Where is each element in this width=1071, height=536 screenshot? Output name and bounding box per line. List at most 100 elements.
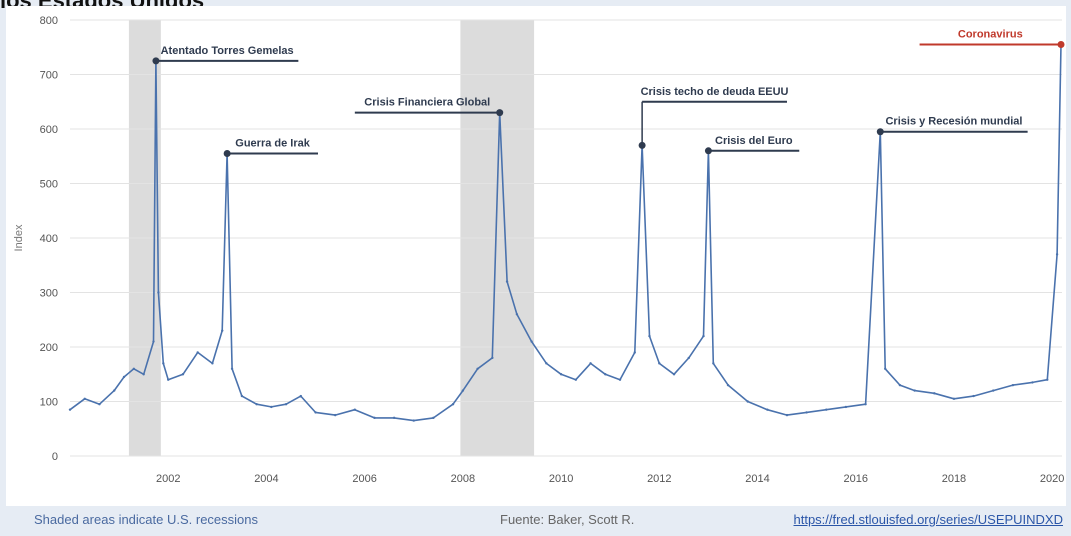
data-point [333, 413, 337, 417]
x-tick-label: 2020 [1040, 473, 1064, 485]
y-axis-label: Index [13, 224, 25, 251]
annotation-label: Crisis Financiera Global [364, 97, 490, 109]
data-point [1011, 383, 1015, 387]
data-point [284, 403, 288, 406]
data-point [181, 373, 185, 376]
source-link[interactable]: https://fred.stlouisfed.org/series/USEPU… [793, 512, 1064, 527]
data-point [1046, 378, 1049, 381]
annotation-marker [152, 57, 160, 65]
data-point [392, 416, 396, 420]
y-tick-label: 100 [40, 397, 58, 409]
recession-note: Shaded areas indicate U.S. recessions [34, 512, 259, 527]
data-point [658, 362, 661, 365]
data-point [589, 362, 592, 365]
data-point [726, 383, 730, 387]
data-point [505, 280, 509, 283]
data-point [864, 403, 867, 406]
data-point [255, 403, 258, 406]
data-point [933, 392, 936, 395]
data-point [712, 362, 715, 365]
data-point [98, 403, 101, 406]
data-point [167, 378, 170, 381]
data-point [353, 408, 357, 411]
data-point [559, 373, 563, 376]
data-point [240, 394, 244, 398]
x-tick-label: 2018 [942, 473, 966, 485]
data-point [844, 405, 848, 409]
annotation-marker [704, 147, 712, 155]
data-point [432, 416, 435, 420]
data-point [766, 408, 769, 411]
x-tick-label: 2002 [156, 473, 180, 485]
annotation-marker [876, 128, 884, 136]
data-point [476, 367, 479, 370]
x-tick-label: 2012 [647, 473, 671, 485]
data-point [221, 329, 224, 332]
data-point [604, 373, 607, 376]
annotation-marker [496, 109, 504, 117]
annotation-label: Coronavirus [958, 29, 1023, 41]
data-point [687, 356, 690, 360]
axis-layer: 0 100 200 300 400 500 600 700 800 2002 2004 2006 200… [13, 15, 1064, 485]
series-line [69, 44, 1062, 422]
data-point [162, 362, 165, 365]
y-tick-label: 700 [40, 70, 58, 82]
x-tick-label: 2004 [254, 473, 278, 485]
chart-svg: Atentado Torres Gemelas Guerra de Irak Cri… [13, 15, 1065, 485]
data-point [412, 419, 415, 422]
data-point [373, 416, 376, 420]
gridlines [70, 19, 1062, 457]
data-point [68, 408, 72, 411]
data-point [545, 362, 548, 365]
annotation-label: Guerra de Irak [235, 138, 310, 150]
data-point [132, 367, 136, 370]
data-point [898, 383, 902, 387]
data-point [574, 378, 578, 381]
annotation-label: Crisis y Recesión mundial [885, 116, 1022, 128]
data-point [112, 389, 116, 392]
y-tick-label: 300 [40, 288, 58, 300]
data-point [157, 291, 160, 294]
data-point [672, 373, 676, 376]
data-point [633, 351, 636, 354]
data-point [270, 405, 273, 409]
annotation-marker [1057, 41, 1065, 49]
data-point [992, 389, 995, 392]
data-point [702, 334, 705, 338]
data-point [211, 362, 214, 365]
data-point [1031, 381, 1034, 384]
data-point [83, 397, 86, 400]
data-point [825, 408, 828, 411]
annotation-marker [223, 150, 231, 158]
data-point [952, 397, 956, 400]
data-point [152, 340, 155, 343]
data-point [913, 389, 916, 392]
data-point [299, 394, 303, 398]
data-point [530, 340, 533, 343]
y-tick-label: 400 [40, 233, 58, 245]
x-tick-label: 2016 [844, 473, 868, 485]
annotation-marker [638, 141, 646, 149]
source-note: Fuente: Baker, Scott R. [500, 512, 635, 527]
data-point [314, 411, 317, 414]
data-point [1055, 253, 1059, 256]
annotation-layer: Atentado Torres Gemelas Guerra de Irak Cri… [152, 29, 1065, 158]
data-point [491, 356, 494, 360]
data-point [196, 351, 199, 354]
x-tick-label: 2010 [549, 473, 573, 485]
series-layer [68, 43, 1063, 422]
x-tick-label: 2008 [451, 473, 475, 485]
data-point [884, 367, 887, 370]
data-point [648, 334, 651, 338]
data-point [122, 375, 126, 379]
x-tick-label: 2006 [352, 473, 376, 485]
data-point [618, 378, 622, 381]
annotation-label: Crisis del Euro [715, 135, 793, 147]
data-point [451, 403, 455, 406]
y-tick-label: 200 [40, 342, 58, 354]
y-tick-label: 600 [40, 124, 58, 136]
annotation-label: Atentado Torres Gemelas [161, 45, 294, 57]
data-point [805, 411, 808, 414]
x-tick-label: 2014 [745, 473, 769, 485]
data-point [461, 389, 465, 392]
